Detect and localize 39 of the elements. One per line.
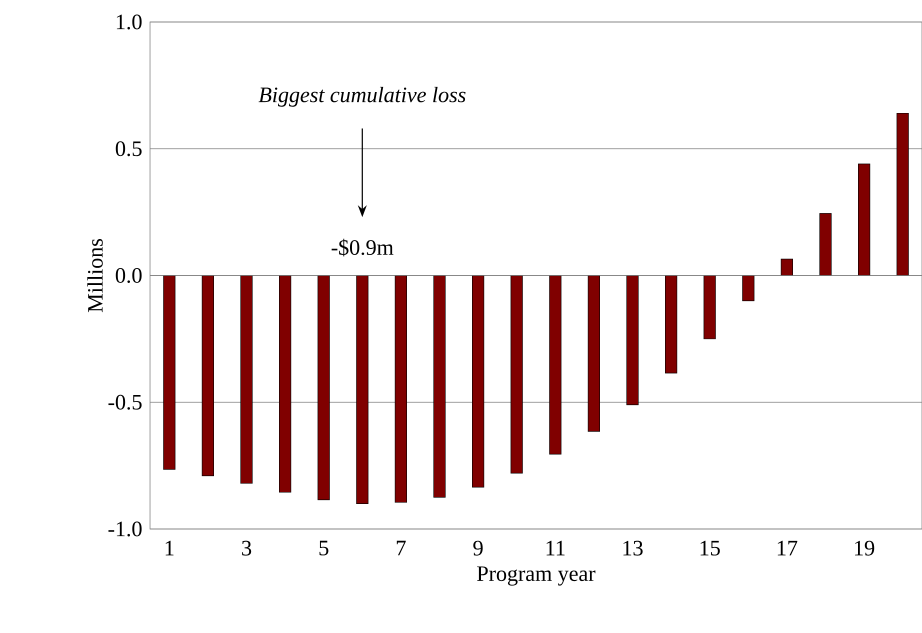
- bar: [279, 275, 292, 493]
- x-tick-label: 11: [546, 540, 565, 556]
- y-axis-title: Millions: [87, 239, 103, 312]
- bar: [742, 275, 754, 302]
- x-axis-title: Program year: [477, 566, 596, 586]
- bar: [318, 275, 330, 500]
- bar: [858, 164, 870, 276]
- bar: [163, 275, 176, 470]
- x-tick-label: 15: [700, 540, 720, 556]
- x-tick-label: 19: [855, 540, 874, 556]
- y-tick-label: -0.5: [108, 394, 142, 410]
- bar: [549, 275, 562, 455]
- bar: [510, 275, 523, 474]
- bar: [819, 213, 832, 276]
- x-tick-label: 5: [319, 540, 328, 556]
- annotation: Biggest cumulative loss: [258, 86, 466, 107]
- bar: [588, 275, 600, 432]
- bar: [780, 258, 793, 276]
- annotation: -$0.9m: [332, 238, 394, 256]
- bar: [626, 275, 639, 406]
- x-tick-label: 1: [166, 540, 174, 556]
- bar: [356, 275, 368, 504]
- x-tick-label: 3: [242, 540, 252, 556]
- y-tick-label: 0.5: [116, 141, 142, 156]
- bar: [704, 275, 716, 340]
- bar: [472, 275, 484, 488]
- bar: [202, 275, 214, 476]
- bar: [394, 275, 407, 503]
- bar: [240, 275, 253, 484]
- bar: [433, 275, 446, 498]
- y-tick-label: 1.0: [116, 14, 142, 30]
- x-tick-label: 17: [778, 540, 798, 556]
- x-tick-label: 7: [396, 540, 406, 556]
- bar: [896, 112, 909, 276]
- y-tick-label: 0.0: [116, 268, 142, 283]
- x-tick-label: 13: [623, 540, 643, 556]
- x-tick-label: 9: [473, 540, 483, 556]
- y-tick-label: -1.0: [108, 522, 142, 536]
- bar: [665, 275, 678, 374]
